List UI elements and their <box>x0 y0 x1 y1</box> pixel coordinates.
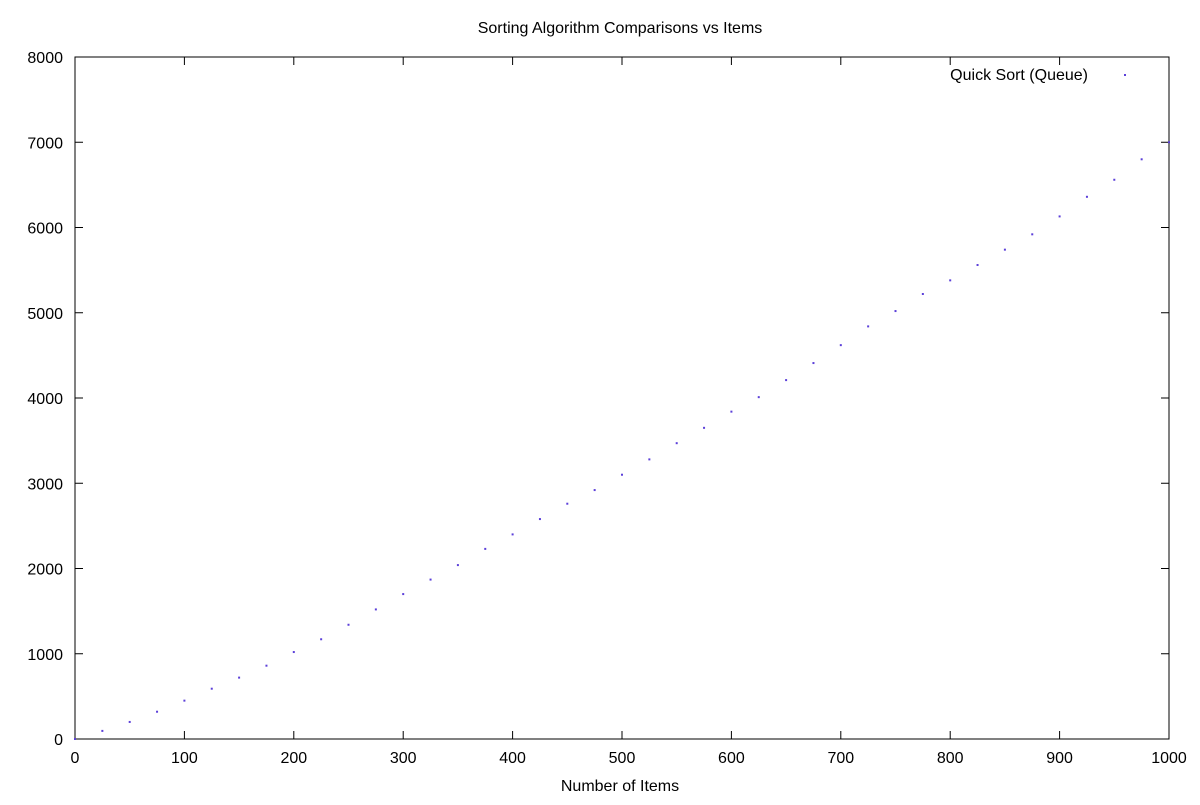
data-point <box>511 533 514 536</box>
legend-marker <box>1124 74 1126 76</box>
x-tick-label: 700 <box>827 750 854 767</box>
legend-label: Quick Sort (Queue) <box>950 67 1088 84</box>
data-point <box>320 638 323 641</box>
data-points <box>74 141 1170 740</box>
axis-ticks <box>74 56 1170 740</box>
x-tick-label: 200 <box>280 750 307 767</box>
y-tick-label: 7000 <box>27 135 63 152</box>
x-tick-label: 600 <box>718 750 745 767</box>
data-point <box>238 676 241 679</box>
y-tick-label: 4000 <box>27 391 63 408</box>
data-point <box>128 720 131 723</box>
data-point <box>156 710 159 713</box>
x-tick-label: 0 <box>71 750 80 767</box>
y-tick-label: 8000 <box>27 50 63 67</box>
data-point <box>566 502 569 505</box>
data-point <box>949 279 952 282</box>
data-point <box>101 729 104 732</box>
data-point <box>292 651 295 654</box>
data-point <box>812 362 815 365</box>
y-tick-label: 6000 <box>27 221 63 238</box>
data-point <box>1168 141 1170 144</box>
data-point <box>456 564 459 567</box>
data-point <box>648 458 651 461</box>
data-point <box>621 473 623 476</box>
axis-tick-labels: 0 100 200 300 400 500 600 700 800 900 1000 0 1000 200… <box>27 50 1186 767</box>
data-point <box>785 379 788 382</box>
data-point <box>867 325 870 328</box>
data-point <box>894 310 897 313</box>
data-point <box>484 547 487 550</box>
data-point <box>1058 215 1061 218</box>
data-point <box>1003 248 1006 251</box>
data-point <box>429 578 432 581</box>
data-point <box>1140 158 1143 161</box>
data-point <box>347 623 350 626</box>
data-point <box>210 687 213 690</box>
y-tick-label: 3000 <box>27 476 63 493</box>
data-point <box>976 264 979 267</box>
data-point <box>265 664 268 667</box>
x-tick-label: 100 <box>171 750 198 767</box>
data-point <box>538 518 541 521</box>
data-point <box>374 608 377 611</box>
data-point <box>183 699 186 702</box>
y-tick-label: 1000 <box>27 647 63 664</box>
data-point <box>1085 195 1088 198</box>
x-tick-label: 800 <box>937 750 964 767</box>
y-tick-label: 0 <box>54 732 63 749</box>
data-point <box>703 426 706 429</box>
data-point <box>402 593 405 596</box>
x-tick-label: 1000 <box>1151 750 1187 767</box>
chart-title: Sorting Algorithm Comparisons vs Items <box>478 20 763 37</box>
data-point <box>675 442 678 445</box>
x-tick-label: 300 <box>390 750 417 767</box>
plot-frame <box>74 56 1170 740</box>
x-tick-label: 900 <box>1046 750 1073 767</box>
data-point <box>1031 233 1034 236</box>
data-point <box>593 489 596 492</box>
x-axis-label: Number of Items <box>561 778 679 795</box>
legend: Quick Sort (Queue) <box>950 67 1126 84</box>
y-tick-label: 2000 <box>27 562 63 579</box>
x-tick-label: 500 <box>609 750 636 767</box>
data-point <box>730 410 733 413</box>
data-point <box>74 738 76 740</box>
y-tick-label: 5000 <box>27 306 63 323</box>
data-point <box>839 344 842 347</box>
x-tick-label: 400 <box>499 750 526 767</box>
data-point <box>1113 178 1116 181</box>
data-point <box>921 293 924 295</box>
data-point <box>757 396 760 399</box>
